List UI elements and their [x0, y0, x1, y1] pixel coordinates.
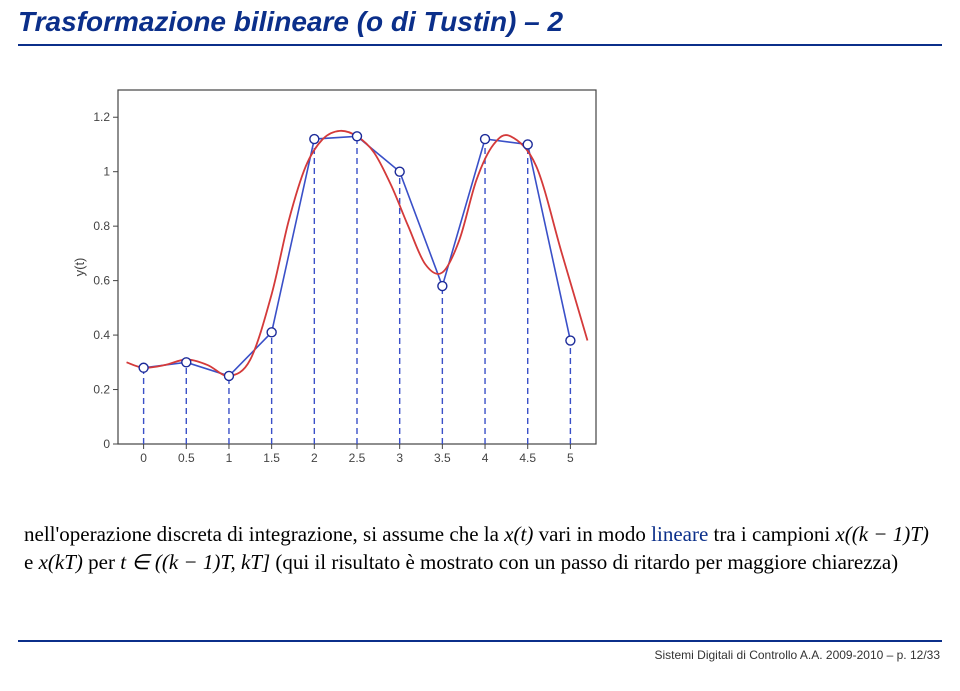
svg-text:0.5: 0.5	[178, 451, 195, 465]
svg-text:1: 1	[103, 165, 110, 179]
body-paragraph: nell'operazione discreta di integrazione…	[24, 520, 936, 577]
svg-text:2.5: 2.5	[349, 451, 366, 465]
svg-text:0.6: 0.6	[93, 274, 110, 288]
body-text-1: nell'operazione discreta di integrazione…	[24, 522, 504, 546]
svg-text:1.2: 1.2	[93, 110, 110, 124]
bottom-rule	[18, 640, 942, 642]
svg-text:1: 1	[226, 451, 233, 465]
body-text-4: e	[24, 550, 39, 574]
svg-text:2: 2	[311, 451, 318, 465]
svg-text:0: 0	[140, 451, 147, 465]
svg-text:0: 0	[103, 437, 110, 451]
slide-title: Trasformazione bilineare (o di Tustin) –…	[18, 6, 942, 46]
slide: Trasformazione bilineare (o di Tustin) –…	[0, 0, 960, 691]
body-text-6: (qui il risultato è mostrato con un pass…	[270, 550, 898, 574]
svg-text:1.5: 1.5	[263, 451, 280, 465]
math-xk1: x((k − 1)T)	[835, 522, 928, 546]
svg-text:0.4: 0.4	[93, 328, 110, 342]
chart: 0 0.5 1 1.5 2 2.5 3 3.5 4 4.5 5 0 0.2 0.4 0.6 0.8 1 1.2 y(…	[70, 78, 610, 478]
math-xt: x(t)	[504, 522, 533, 546]
svg-text:y(t): y(t)	[72, 258, 87, 277]
body-text-3: tra i campioni	[708, 522, 835, 546]
svg-text:3.5: 3.5	[434, 451, 451, 465]
svg-text:0.8: 0.8	[93, 219, 110, 233]
footer-text: Sistemi Digitali di Controllo A.A. 2009-…	[655, 648, 941, 662]
svg-text:5: 5	[567, 451, 574, 465]
body-text-2: vari in modo	[533, 522, 651, 546]
svg-text:3: 3	[396, 451, 403, 465]
svg-text:4: 4	[482, 451, 489, 465]
svg-text:4.5: 4.5	[519, 451, 536, 465]
svg-text:0.2: 0.2	[93, 383, 110, 397]
math-xk: x(kT)	[39, 550, 83, 574]
title-wrap: Trasformazione bilineare (o di Tustin) –…	[18, 6, 942, 46]
linear-word: lineare	[651, 522, 708, 546]
body-text-5: per	[83, 550, 120, 574]
chart-svg: 0 0.5 1 1.5 2 2.5 3 3.5 4 4.5 5 0 0.2 0.4 0.6 0.8 1 1.2 y(…	[70, 78, 610, 478]
math-interval: t ∈ ((k − 1)T, kT]	[120, 550, 270, 574]
